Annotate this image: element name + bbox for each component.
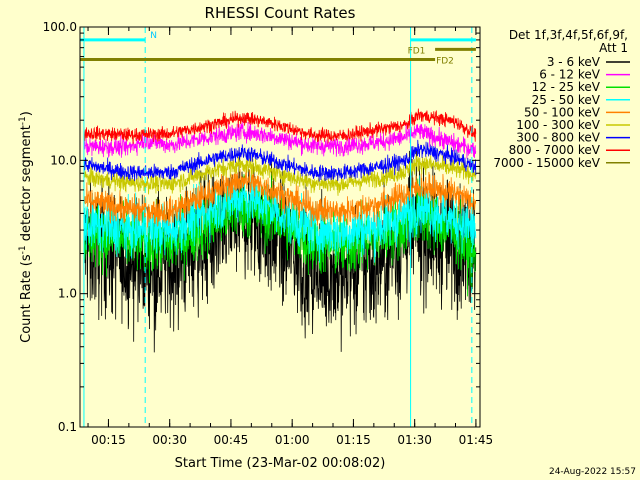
legend-entry-label: 300 - 800 keV [516, 131, 600, 145]
legend-entry-label: 6 - 12 keV [539, 68, 601, 82]
footer-timestamp: 24-Aug-2022 15:57 [549, 467, 636, 477]
legend-entry-label: 12 - 25 keV [532, 80, 601, 94]
y-tick-label: 0.1 [58, 420, 77, 434]
x-axis-label: Start Time (23-Mar-02 00:08:02) [175, 456, 386, 471]
legend-entry-label: 3 - 6 keV [547, 55, 601, 69]
chart-title: RHESSI Count Rates [205, 4, 356, 22]
y-axis-label-main: Count Rate (s [19, 254, 34, 343]
x-tick-label: 01:15 [336, 433, 371, 447]
x-tick-label: 00:45 [214, 433, 249, 447]
y-axis-label-end: ) [19, 111, 34, 116]
x-tick-label: 01:30 [397, 433, 432, 447]
y-tick-label: 1.0 [58, 287, 77, 301]
y-tick-label: 10.0 [50, 153, 77, 167]
y-axis-label: Count Rate (s-1 detector segment-1) [18, 111, 34, 343]
y-axis-label-sup2: -1 [18, 116, 28, 125]
x-tick-label: 01:45 [459, 433, 494, 447]
x-tick-label: 00:30 [152, 433, 187, 447]
y-axis-label-mid: detector segment [19, 125, 34, 245]
legend-header-2: Att 1 [599, 41, 628, 55]
flag-label: FD2 [436, 57, 454, 67]
flag-label: N [150, 31, 157, 41]
y-axis-label-sup1: -1 [18, 245, 28, 254]
plot-frame [79, 26, 481, 428]
legend-entry-label: 800 - 7000 keV [509, 143, 601, 157]
flag-layer: N FD1 FD2 [80, 31, 476, 67]
curve-layer [83, 108, 477, 353]
flag-label: FD1 [408, 46, 426, 56]
x-tick-label: 00:15 [91, 433, 126, 447]
legend-header-1: Det 1f,3f,4f,5f,6f,9f, [509, 28, 628, 42]
legend-entry-label: 100 - 300 keV [516, 118, 600, 132]
legend-entry-label: 7000 - 15000 keV [493, 156, 600, 170]
legend-entry-label: 50 - 100 keV [524, 105, 601, 119]
x-tick-label: 01:00 [275, 433, 310, 447]
marker-layer [83, 27, 473, 427]
legend-entry-label: 25 - 50 keV [532, 93, 601, 107]
y-tick-label: 100.0 [43, 20, 77, 34]
axes-layer: 00:15 00:30 00:45 01:00 01:15 01:30 01:45 0.1 1.… [43, 20, 494, 447]
